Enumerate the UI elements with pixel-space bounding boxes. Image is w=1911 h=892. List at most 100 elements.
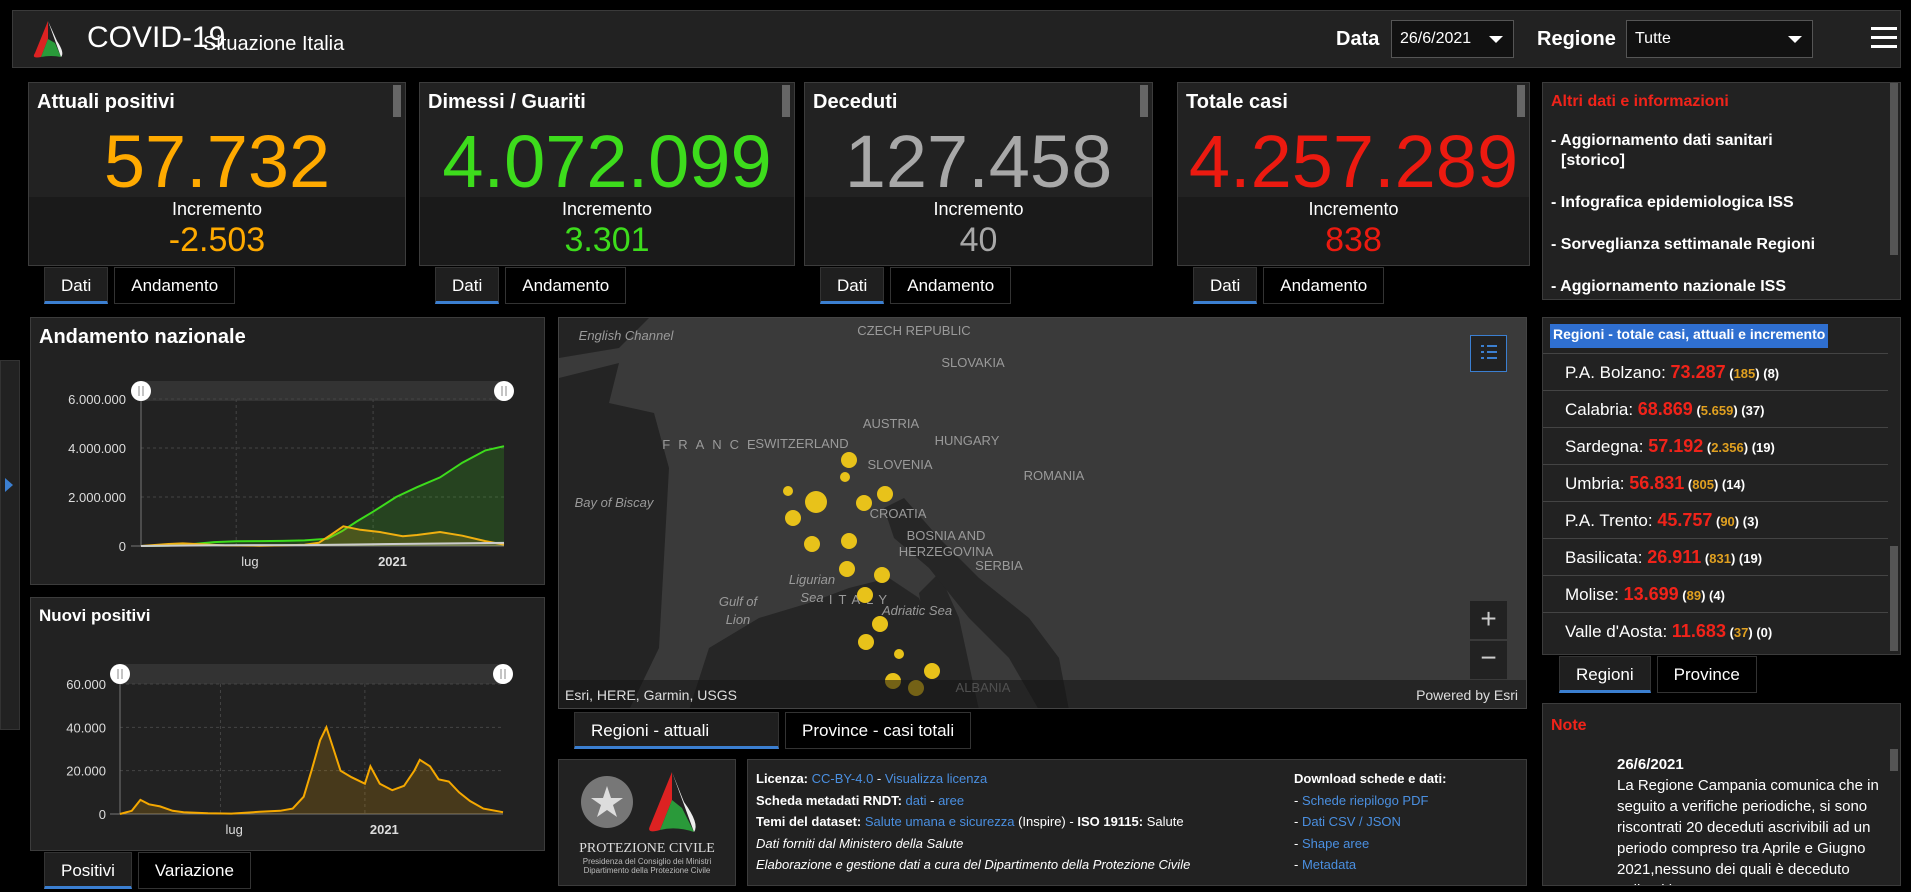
range-slider-handle[interactable] bbox=[494, 381, 514, 401]
tab-dati[interactable]: Dati bbox=[820, 267, 885, 304]
region-row[interactable]: Sardegna: 57.192 (2.356) (19) bbox=[1543, 427, 1888, 464]
visualizza-licenza-link[interactable]: Visualizza licenza bbox=[884, 771, 988, 786]
increment-value: -2.503 bbox=[168, 221, 266, 259]
zoom-out-button[interactable]: − bbox=[1470, 641, 1507, 679]
emblem-icon bbox=[581, 772, 696, 832]
region-total: 11.683 bbox=[1671, 621, 1726, 641]
tab-dati[interactable]: Dati bbox=[435, 267, 500, 304]
increment-label: Incremento bbox=[933, 199, 1024, 219]
tab-variazione[interactable]: Variazione bbox=[137, 852, 251, 889]
map-label: BOSNIA AND bbox=[907, 528, 986, 543]
link-infografica-iss[interactable]: - Infografica epidemiologica ISS bbox=[1551, 194, 1794, 211]
andamento-chart-svg: 0 2.000.000 4.000.000 6.000.000 lug 2021 bbox=[68, 381, 514, 569]
region-name: Calabria bbox=[1565, 400, 1629, 419]
region-row[interactable]: Calabria: 68.869 (5.659) (37) bbox=[1543, 390, 1888, 427]
range-slider-handle[interactable] bbox=[131, 381, 151, 401]
tab-province[interactable]: Province bbox=[1656, 656, 1757, 693]
region-row[interactable]: Umbria: 56.831 (805) (14) bbox=[1543, 464, 1888, 501]
legend-list-icon[interactable] bbox=[1470, 335, 1507, 372]
scrollbar[interactable] bbox=[1140, 85, 1148, 117]
tab-andamento[interactable]: Andamento bbox=[505, 267, 627, 304]
region-marker[interactable] bbox=[841, 452, 857, 468]
region-row[interactable]: Basilicata: 26.911 (831) (19) bbox=[1543, 538, 1888, 575]
region-name: Sardegna bbox=[1565, 437, 1639, 456]
download-link[interactable]: Shape aree bbox=[1301, 835, 1370, 851]
region-marker[interactable] bbox=[841, 533, 857, 549]
tab-positivi[interactable]: Positivi bbox=[44, 852, 132, 889]
tab-regioni-attuali-positivi[interactable]: Regioni - attuali positivi bbox=[574, 712, 779, 776]
map-view[interactable]: English Channel CZECH REPUBLIC SLOVAKIA FRA… bbox=[558, 317, 1527, 709]
region-marker[interactable] bbox=[924, 663, 940, 679]
region-marker[interactable] bbox=[894, 649, 904, 659]
tab-regioni[interactable]: Regioni bbox=[1559, 656, 1651, 693]
region-marker[interactable] bbox=[805, 491, 827, 513]
expand-arrow-icon[interactable] bbox=[5, 478, 13, 492]
temi-label: Temi del dataset: bbox=[756, 814, 862, 829]
tab-andamento[interactable]: Andamento bbox=[890, 267, 1012, 304]
map-label: HERZEGOVINA bbox=[899, 544, 994, 559]
scrollbar[interactable] bbox=[782, 85, 790, 117]
date-dropdown[interactable]: 26/6/2021 bbox=[1391, 20, 1514, 58]
region-marker[interactable] bbox=[858, 634, 874, 650]
map-label: FRANCE bbox=[662, 437, 763, 452]
region-name: Umbria bbox=[1565, 474, 1620, 493]
region-marker[interactable] bbox=[857, 587, 873, 603]
rndt-dati-link[interactable]: dati bbox=[905, 792, 927, 808]
regione-dropdown[interactable]: Tutte bbox=[1626, 20, 1813, 58]
range-slider-track[interactable] bbox=[116, 664, 507, 684]
range-slider-handle[interactable] bbox=[110, 664, 130, 684]
link-aggiornamento-iss[interactable]: - Aggiornamento nazionale ISS bbox=[1551, 278, 1786, 295]
scrollbar[interactable] bbox=[1890, 83, 1898, 255]
tab-province-casi-totali[interactable]: Province - casi totali bbox=[785, 712, 972, 749]
scrollbar[interactable] bbox=[393, 85, 401, 117]
region-increment: 19 bbox=[1756, 440, 1771, 455]
region-marker[interactable] bbox=[840, 472, 850, 482]
region-marker[interactable] bbox=[804, 536, 820, 552]
region-marker[interactable] bbox=[839, 561, 855, 577]
map-canvas[interactable]: English Channel CZECH REPUBLIC SLOVAKIA FRA… bbox=[559, 318, 1527, 709]
card-title: Totale casi bbox=[1186, 91, 1288, 113]
link-storico[interactable]: [storico] bbox=[1561, 152, 1625, 169]
handle-grip-icon bbox=[117, 669, 123, 679]
region-marker[interactable] bbox=[872, 616, 888, 632]
chart-tabs: Positivi Variazione bbox=[44, 852, 251, 889]
range-slider-track[interactable] bbox=[137, 381, 508, 401]
scrollbar[interactable] bbox=[1890, 749, 1898, 771]
download-link[interactable]: Dati CSV / JSON bbox=[1301, 814, 1401, 829]
tab-andamento[interactable]: Andamento bbox=[1263, 267, 1385, 304]
powered-by-esri[interactable]: Powered by Esri bbox=[1416, 687, 1518, 703]
tab-dati[interactable]: Dati bbox=[1193, 267, 1258, 304]
rndt-aree-link[interactable]: aree bbox=[938, 792, 965, 808]
regione-label: Regione bbox=[1537, 28, 1616, 50]
range-slider-handle[interactable] bbox=[493, 664, 513, 684]
region-total: 73.287 bbox=[1670, 362, 1726, 382]
region-marker[interactable] bbox=[785, 510, 801, 526]
card-tabs: Dati Andamento bbox=[820, 267, 1012, 304]
temi-link[interactable]: Salute umana e sicurezza bbox=[864, 814, 1015, 829]
region-marker[interactable] bbox=[877, 486, 893, 502]
region-row[interactable]: Valle d'Aosta: 11.683 (37) (0) bbox=[1543, 612, 1888, 649]
licenza-label: Licenza: bbox=[756, 771, 809, 786]
region-row[interactable]: P.A. Bolzano: 73.287 (185) (8) bbox=[1543, 353, 1888, 390]
download-link[interactable]: Schede riepilogo PDF bbox=[1301, 792, 1429, 808]
zoom-in-button[interactable]: + bbox=[1470, 601, 1507, 639]
region-increment: 4 bbox=[1713, 588, 1721, 603]
region-marker[interactable] bbox=[783, 486, 793, 496]
menu-hamburger-icon[interactable] bbox=[1871, 27, 1897, 51]
scrollbar[interactable] bbox=[1517, 85, 1525, 117]
date-value: 26/6/2021 bbox=[1400, 30, 1472, 47]
map-label: SLOVAKIA bbox=[941, 355, 1005, 370]
link-sorveglianza[interactable]: - Sorveglianza settimanale Regioni bbox=[1551, 236, 1816, 253]
link-aggiornamento-dati[interactable]: - Aggiornamento dati sanitari bbox=[1551, 132, 1773, 149]
region-marker[interactable] bbox=[856, 495, 872, 511]
region-attuali: 90 bbox=[1720, 514, 1735, 529]
download-link[interactable]: Metadata bbox=[1301, 857, 1357, 872]
tab-andamento[interactable]: Andamento bbox=[114, 267, 236, 304]
collapsed-sidebar[interactable] bbox=[0, 360, 20, 730]
region-marker[interactable] bbox=[874, 567, 890, 583]
license-link[interactable]: CC-BY-4.0 bbox=[811, 771, 874, 786]
scrollbar[interactable] bbox=[1890, 546, 1898, 651]
tab-dati[interactable]: Dati bbox=[44, 267, 109, 304]
region-row[interactable]: P.A. Trento: 45.757 (90) (3) bbox=[1543, 501, 1888, 538]
region-row[interactable]: Molise: 13.699 (89) (4) bbox=[1543, 575, 1888, 612]
